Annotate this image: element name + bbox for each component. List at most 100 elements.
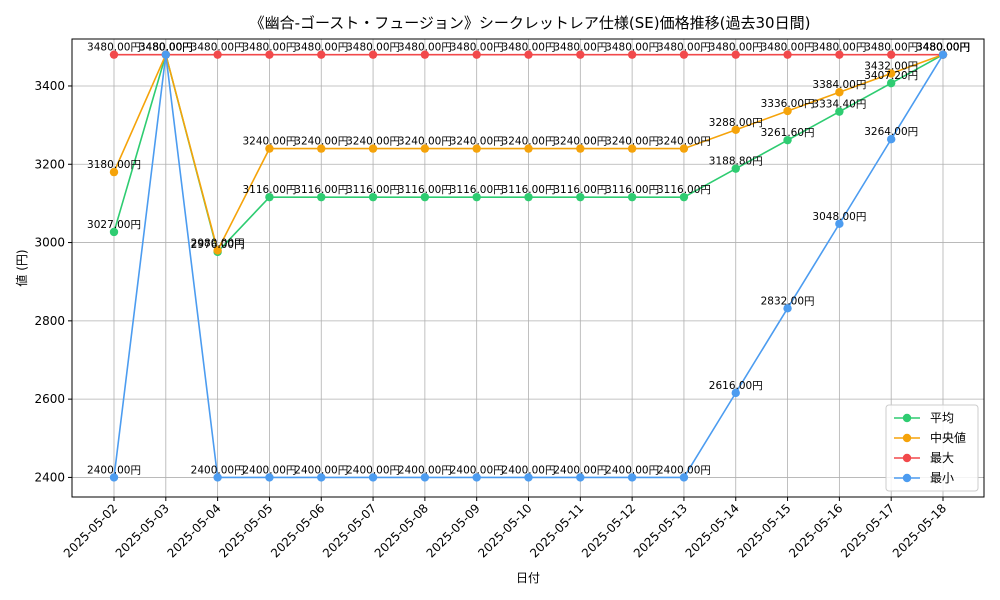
data-point (938, 50, 948, 59)
data-point (886, 50, 896, 59)
y-axis-ticks: 2400 2600 2800 3000 3200 3400 (34, 79, 72, 484)
data-label: 3027.00円 (87, 219, 141, 231)
data-label: 2400.00円 (553, 464, 607, 476)
data-point (420, 473, 430, 482)
x-tick-label: 2025-05-13 (631, 501, 690, 560)
data-label: 2400.00円 (294, 464, 348, 476)
data-label: 3240.00円 (605, 136, 659, 148)
data-label: 2400.00円 (87, 464, 141, 476)
legend-marker (902, 413, 912, 423)
legend-marker (902, 473, 912, 483)
data-label: 2400.00円 (502, 464, 556, 476)
data-label: 3116.00円 (242, 184, 296, 196)
y-tick-label: 3200 (34, 157, 65, 171)
data-point (783, 106, 792, 116)
x-tick-label: 2025-05-07 (320, 501, 379, 560)
data-point (368, 473, 378, 482)
data-point (265, 473, 274, 482)
data-label: 3480.00円 (139, 42, 193, 54)
data-label: 3116.00円 (450, 184, 504, 196)
data-label: 2400.00円 (242, 464, 296, 476)
data-point (472, 144, 481, 153)
data-point (472, 50, 481, 59)
data-label: 3116.00円 (398, 184, 452, 196)
x-tick-label: 2025-05-06 (268, 501, 327, 560)
data-label: 3116.00円 (346, 184, 400, 196)
data-label: 3480.00円 (916, 42, 970, 54)
legend-entry: 最小 (930, 471, 954, 485)
y-tick-label: 2800 (34, 314, 65, 328)
x-tick-label: 2025-05-16 (786, 501, 845, 560)
y-tick-label: 2600 (34, 392, 65, 406)
data-point (783, 135, 792, 145)
legend-marker (902, 433, 912, 443)
data-label: 3384.00円 (812, 79, 866, 91)
x-tick-label: 2025-05-10 (475, 501, 534, 560)
data-point (109, 473, 119, 482)
data-label: 2400.00円 (191, 464, 245, 476)
data-point (317, 473, 326, 482)
data-point (627, 50, 637, 59)
data-label: 2832.00円 (761, 295, 815, 307)
data-label: 3048.00円 (812, 211, 866, 223)
data-label: 3480.00円 (139, 42, 193, 54)
data-label: 3480.00円 (553, 42, 607, 54)
data-point (161, 50, 171, 59)
data-point (368, 144, 378, 153)
data-point (731, 388, 740, 398)
data-point (109, 167, 119, 177)
data-label: 3180.00円 (87, 159, 141, 171)
x-tick-label: 2025-05-08 (372, 501, 431, 560)
data-label: 3288.00円 (709, 117, 763, 129)
x-tick-label: 2025-05-04 (165, 501, 224, 560)
y-tick-label: 3400 (34, 79, 65, 93)
data-label: 3240.00円 (553, 136, 607, 148)
x-axis-ticks: 2025-05-022025-05-032025-05-042025-05-05… (61, 497, 949, 560)
data-label: 3407.20円 (864, 70, 918, 82)
data-point (213, 50, 222, 59)
data-point (420, 50, 430, 59)
data-point (679, 50, 689, 59)
data-label: 2980.00円 (191, 237, 245, 249)
data-label: 3480.00円 (139, 42, 193, 54)
data-point (731, 50, 740, 59)
data-label: 3480.00円 (605, 42, 659, 54)
data-point (265, 192, 274, 202)
x-axis-label: 日付 (516, 571, 540, 585)
series-layer (109, 50, 948, 482)
data-point (835, 219, 844, 228)
data-label: 3240.00円 (450, 136, 504, 148)
data-point (627, 473, 637, 482)
x-tick-label: 2025-05-03 (113, 501, 172, 560)
data-point (213, 246, 222, 255)
data-point (783, 50, 792, 59)
data-label: 3116.00円 (502, 184, 556, 196)
data-label: 3480.00円 (191, 42, 245, 54)
data-point (886, 69, 896, 78)
x-tick-label: 2025-05-14 (683, 501, 742, 560)
data-label: 3480.00円 (761, 42, 815, 54)
data-point (472, 473, 481, 482)
data-point (679, 144, 689, 153)
data-point (731, 164, 740, 173)
data-point (524, 473, 533, 482)
data-label: 3480.00円 (87, 42, 141, 54)
data-label: 3240.00円 (346, 136, 400, 148)
data-point (109, 227, 119, 237)
data-point (627, 192, 637, 202)
y-tick-label: 3000 (34, 236, 65, 250)
data-label: 3261.60円 (761, 127, 815, 139)
data-label: 3116.00円 (657, 184, 711, 196)
data-label: 3480.00円 (346, 42, 400, 54)
data-point (576, 192, 585, 202)
data-point (368, 192, 378, 202)
data-label: 3240.00円 (502, 136, 556, 148)
data-point (524, 192, 533, 202)
data-point (576, 473, 585, 482)
data-point (524, 50, 533, 59)
data-label: 2400.00円 (450, 464, 504, 476)
x-tick-label: 2025-05-15 (734, 501, 793, 560)
data-point (472, 192, 481, 202)
data-label: 3264.00円 (864, 126, 918, 138)
